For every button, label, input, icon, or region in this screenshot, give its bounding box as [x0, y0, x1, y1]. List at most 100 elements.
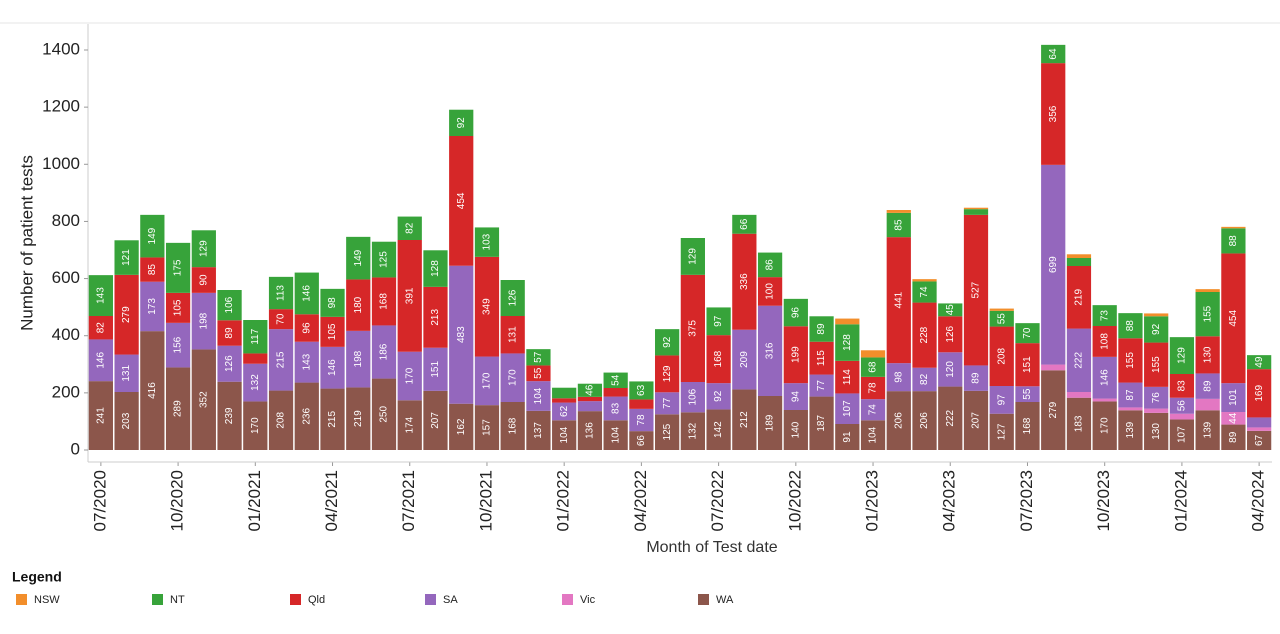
- data-label: 207: [971, 412, 982, 429]
- bar-segment: [140, 214, 165, 258]
- data-label: 136: [585, 422, 596, 439]
- bar-segment: [217, 381, 242, 450]
- data-label: 105: [327, 323, 338, 340]
- data-label: 157: [482, 419, 493, 436]
- bar-segment: [835, 424, 860, 450]
- legend-title: Legend: [12, 569, 62, 585]
- bar-segment: [912, 279, 937, 282]
- bar-segment: [938, 352, 963, 387]
- bar-segment: [294, 382, 319, 450]
- bar-segment: [526, 365, 551, 382]
- bar-segment: [912, 302, 937, 368]
- bar-segment: [655, 392, 680, 415]
- data-label: 89: [1228, 431, 1239, 443]
- data-label: 108: [1099, 333, 1110, 350]
- data-label: 92: [1151, 323, 1162, 335]
- bar-segment: [1066, 254, 1092, 258]
- bar-segment: [1195, 410, 1220, 450]
- data-label: 121: [121, 249, 132, 266]
- bar-segment: [140, 257, 165, 282]
- bar-segment: [809, 396, 834, 450]
- bar-segment: [1221, 228, 1246, 254]
- bar-segment: [1118, 338, 1143, 383]
- bar-segment: [1169, 397, 1195, 414]
- bar-segment: [655, 329, 680, 356]
- bar-segment: [706, 335, 731, 384]
- data-label: 146: [1099, 369, 1110, 386]
- bar-segment: [500, 402, 525, 450]
- bar-segment: [1041, 370, 1066, 450]
- data-label: 279: [1048, 401, 1059, 418]
- data-label: 85: [147, 264, 158, 276]
- data-label: 104: [533, 387, 544, 404]
- bar-segment: [912, 367, 937, 392]
- data-label: 89: [1202, 380, 1213, 392]
- bar-segment: [860, 420, 886, 450]
- data-label: 55: [996, 313, 1007, 325]
- bar-segment: [243, 401, 268, 450]
- data-label: 146: [96, 352, 107, 369]
- bar-segment: [165, 322, 191, 368]
- bar-segment: [217, 345, 242, 382]
- data-label: 250: [379, 406, 390, 423]
- bar-segment: [1195, 289, 1220, 292]
- bar-segment: [783, 298, 808, 327]
- data-label: 130: [1151, 423, 1162, 440]
- bar-segment: [1144, 408, 1169, 413]
- data-label: 101: [1228, 389, 1239, 406]
- data-label: 70: [276, 313, 287, 325]
- x-tick-label: 07/2021: [399, 470, 418, 531]
- bar-segment: [1041, 164, 1066, 365]
- bar-segment: [88, 339, 113, 382]
- bar-segment: [655, 414, 680, 450]
- bar-segment: [809, 374, 834, 397]
- data-label: 441: [893, 291, 904, 308]
- data-label: 44: [1228, 412, 1239, 424]
- data-label: 96: [301, 322, 312, 334]
- x-tick-label: 10/2022: [785, 470, 804, 531]
- bar-segment: [346, 236, 371, 280]
- data-label: 85: [893, 219, 904, 231]
- bar-segment: [835, 393, 860, 424]
- data-label: 104: [610, 426, 621, 443]
- data-label: 483: [456, 326, 467, 343]
- y-tick-label: 800: [52, 211, 80, 230]
- bar-segment: [1195, 398, 1220, 411]
- data-label: 82: [919, 373, 930, 385]
- data-label: 279: [121, 306, 132, 323]
- x-tick-label: 01/2021: [245, 470, 264, 531]
- data-label: 132: [688, 422, 699, 439]
- bar-segment: [835, 360, 860, 394]
- x-tick-label: 04/2021: [322, 470, 341, 531]
- bar-segment: [1041, 44, 1066, 64]
- data-label: 96: [790, 307, 801, 319]
- bar-segment: [1169, 374, 1195, 398]
- bar-segment: [1144, 412, 1169, 450]
- data-label: 209: [739, 351, 750, 368]
- bar-segment: [706, 307, 731, 336]
- bar-segment: [706, 383, 731, 410]
- data-label: 55: [1022, 388, 1033, 400]
- bar-segment: [500, 280, 525, 316]
- bar-segment: [629, 408, 654, 432]
- data-label: 129: [662, 365, 673, 382]
- x-tick-label: 04/2022: [631, 470, 650, 531]
- bar-segment: [835, 318, 860, 325]
- data-label: 92: [713, 390, 724, 402]
- data-label: 130: [1202, 346, 1213, 363]
- bar-segment: [474, 356, 500, 406]
- data-label: 198: [353, 350, 364, 367]
- bar-segment: [423, 390, 448, 450]
- bar-segment: [449, 136, 474, 266]
- data-label: 198: [198, 312, 209, 329]
- bar-segment: [191, 230, 216, 268]
- bar-segment: [1066, 392, 1092, 398]
- bar-segment: [577, 396, 603, 402]
- data-label: 117: [250, 328, 261, 344]
- bar-segment: [809, 316, 834, 342]
- bar-segment: [114, 274, 139, 355]
- data-label: 97: [996, 394, 1007, 406]
- data-label: 77: [816, 380, 827, 392]
- bar-segment: [268, 390, 294, 450]
- bar-segment: [783, 410, 808, 450]
